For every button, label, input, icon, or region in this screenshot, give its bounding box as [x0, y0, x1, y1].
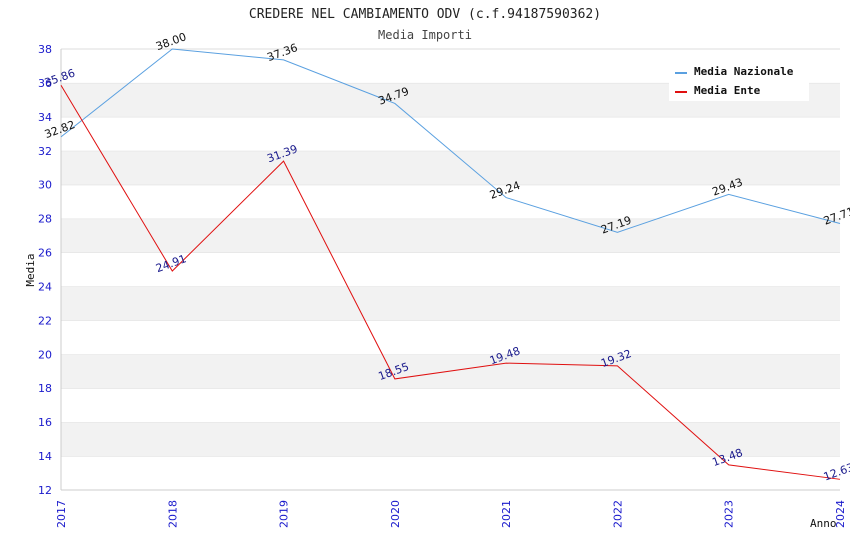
y-tick-label: 16 [38, 416, 52, 429]
grid-band [61, 456, 840, 490]
y-tick-label: 22 [38, 314, 52, 327]
x-tick-label: 2022 [611, 500, 624, 528]
grid-band [61, 320, 840, 355]
chart-subtitle: Media Importi [378, 28, 472, 42]
x-tick-labels: 2017 2018 2019 2020 2021 2022 2023 2024 [55, 500, 847, 528]
x-tick-label: 2024 [834, 500, 847, 528]
grid-band [61, 184, 840, 219]
y-tick-label: 18 [38, 382, 52, 395]
x-tick-label: 2019 [278, 500, 291, 528]
y-tick-label: 34 [38, 111, 52, 124]
y-tick-label: 36 [38, 77, 52, 90]
y-tick-label: 12 [38, 484, 52, 497]
legend-label-nazionale: Media Nazionale [694, 65, 794, 78]
series-line-ente [60, 85, 841, 480]
axes [60, 49, 840, 491]
y-tick-label: 32 [38, 145, 52, 158]
grid-band [61, 252, 840, 287]
grid-bands [61, 48, 840, 490]
grid-band [61, 422, 840, 457]
grid-band [61, 388, 840, 423]
legend-label-ente: Media Ente [694, 84, 761, 97]
x-tick-label: 2018 [166, 500, 179, 528]
series-lines [60, 48, 841, 480]
x-tick-label: 2017 [55, 500, 68, 528]
grid-band [61, 150, 840, 185]
y-tick-label: 14 [38, 450, 52, 463]
legend: Media Nazionale Media Ente [669, 60, 809, 101]
y-tick-labels: 12 14 16 18 20 22 24 26 28 30 32 34 36 38 [38, 43, 52, 497]
x-axis-label: Anno [810, 517, 837, 530]
x-tick-label: 2023 [723, 500, 736, 528]
y-tick-label: 24 [38, 280, 52, 293]
grid-band [61, 286, 840, 321]
grid-band [61, 116, 840, 151]
x-tick-label: 2021 [500, 500, 513, 528]
grid-band [61, 218, 840, 253]
legend-box [669, 60, 809, 101]
chart-title: CREDERE NEL CAMBIAMENTO ODV (c.f.9418759… [249, 7, 601, 22]
y-tick-label: 28 [38, 213, 52, 226]
x-tick-label: 2020 [389, 500, 402, 528]
series-line-nazionale [60, 48, 841, 233]
y-axis-label: Media [24, 253, 37, 286]
y-tick-label: 30 [38, 179, 52, 192]
y-tick-label: 38 [38, 43, 52, 56]
y-tick-label: 20 [38, 348, 52, 361]
y-tick-label: 26 [38, 247, 52, 260]
